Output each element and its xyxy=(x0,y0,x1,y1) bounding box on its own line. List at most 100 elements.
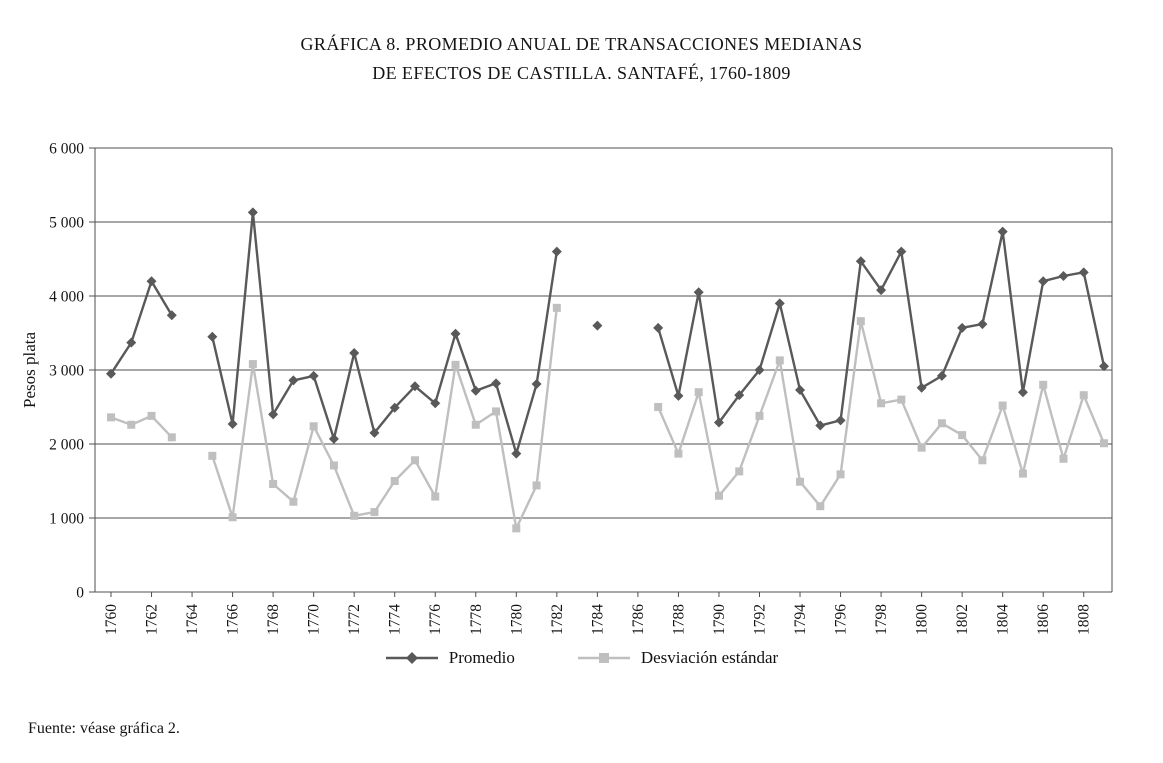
data-point-diamond xyxy=(1099,361,1109,372)
x-tick-label: 1776 xyxy=(427,604,444,635)
data-point-diamond xyxy=(896,246,907,257)
y-tick-label: 3 000 xyxy=(49,363,84,380)
data-point-diamond xyxy=(1038,276,1049,287)
data-point-diamond xyxy=(308,370,319,381)
data-point-diamond xyxy=(349,347,360,358)
y-tick-label: 5 000 xyxy=(49,215,84,232)
data-point-square xyxy=(471,420,480,429)
data-point-square xyxy=(228,513,237,522)
y-tick-label: 1 000 xyxy=(49,511,84,528)
data-point-diamond xyxy=(369,427,380,438)
data-point-diamond xyxy=(551,246,562,257)
data-point-square xyxy=(1039,380,1048,389)
plot-area: 0 1 000 2 000 3 000 4 000 5 000 6 000 1760 1762 1… xyxy=(49,141,1113,635)
data-point-diamond xyxy=(409,381,420,392)
data-point-square xyxy=(1018,469,1027,478)
data-point-diamond xyxy=(1017,387,1028,398)
data-point-diamond xyxy=(774,298,785,309)
data-point-diamond xyxy=(146,276,157,287)
data-point-square xyxy=(694,388,703,397)
data-point-square xyxy=(796,477,805,486)
x-tick-label: 1798 xyxy=(873,604,890,635)
data-point-square xyxy=(329,461,338,470)
data-point-square xyxy=(532,481,541,490)
data-point-square xyxy=(674,449,683,458)
data-point-diamond xyxy=(855,256,866,267)
data-point-diamond xyxy=(997,226,1008,237)
data-point-diamond xyxy=(268,409,279,420)
data-point-square xyxy=(877,399,886,408)
data-point-diamond xyxy=(876,285,887,296)
x-tick-label: 1796 xyxy=(833,604,850,635)
data-point-square xyxy=(937,419,946,428)
legend-label-promedio: Promedio xyxy=(448,648,515,667)
data-point-square xyxy=(1059,454,1068,463)
data-point-square xyxy=(816,502,825,511)
x-tick-label: 1778 xyxy=(468,604,485,635)
data-point-square xyxy=(775,356,784,365)
data-point-square xyxy=(654,403,663,411)
data-point-square xyxy=(451,360,460,369)
data-point-diamond xyxy=(470,385,481,396)
legend-label-desviacion: Desviación estándar xyxy=(640,648,779,667)
data-point-diamond xyxy=(815,420,826,431)
source-note: Fuente: véase gráfica 2. xyxy=(28,720,180,737)
data-point-diamond xyxy=(734,390,745,401)
data-point-diamond xyxy=(430,398,441,409)
x-tick-label: 1794 xyxy=(792,604,809,635)
data-point-square xyxy=(714,491,723,500)
data-point-diamond xyxy=(166,310,177,321)
y-tick-label: 4 000 xyxy=(49,289,84,306)
data-point-square xyxy=(410,456,419,465)
chart-title-line1: GRÁFICA 8. PROMEDIO ANUAL DE TRANSACCION… xyxy=(300,34,863,54)
x-tick-label: 1804 xyxy=(995,604,1012,635)
x-tick-label: 1774 xyxy=(387,604,404,635)
desviacion-line-marker-icon xyxy=(577,653,630,663)
y-tick-label: 6 000 xyxy=(49,141,84,158)
x-tick-label: 1784 xyxy=(589,604,606,635)
data-point-square xyxy=(269,479,278,488)
data-point-square xyxy=(147,411,156,420)
data-point-diamond xyxy=(693,287,704,298)
data-point-diamond xyxy=(1078,267,1089,278)
data-point-square xyxy=(755,411,764,420)
series-line-diamond xyxy=(211,211,558,455)
x-tick-label: 1780 xyxy=(508,604,525,635)
data-point-diamond xyxy=(450,328,461,339)
x-tick-label: 1760 xyxy=(103,604,120,635)
x-tick-label: 1766 xyxy=(225,604,242,635)
data-point-square xyxy=(309,422,318,431)
data-point-square xyxy=(856,317,865,326)
x-tick-label: 1782 xyxy=(549,604,566,635)
chart-title-line2: DE EFECTOS DE CASTILLA. SANTAFÉ, 1760-18… xyxy=(372,63,791,83)
data-point-diamond xyxy=(977,319,988,330)
data-point-square xyxy=(897,395,906,404)
data-point-square xyxy=(370,508,379,517)
data-point-square xyxy=(1100,439,1108,448)
data-point-square xyxy=(836,470,845,479)
x-tick-label: 1770 xyxy=(306,604,323,635)
series-line-diamond xyxy=(657,230,1106,427)
data-point-square xyxy=(978,456,987,465)
data-point-diamond xyxy=(936,370,947,381)
data-point-diamond xyxy=(389,402,400,413)
data-point-square xyxy=(350,511,359,520)
x-tick-label: 1772 xyxy=(346,604,363,635)
x-tick-label: 1790 xyxy=(711,604,728,635)
data-point-square xyxy=(248,360,257,369)
data-point-square xyxy=(735,467,744,476)
data-point-square xyxy=(552,303,561,312)
data-point-square xyxy=(958,431,967,440)
series-line-square xyxy=(211,307,558,530)
data-point-square xyxy=(167,433,176,442)
legend: Promedio Desviación estándar xyxy=(0,648,1163,668)
data-point-square xyxy=(127,420,136,429)
x-tick-label: 1802 xyxy=(954,604,971,635)
data-point-diamond xyxy=(713,417,724,428)
x-tick-label: 1768 xyxy=(265,604,282,635)
data-point-diamond xyxy=(288,375,299,386)
data-point-diamond xyxy=(754,365,765,375)
legend-item-promedio: Promedio xyxy=(385,648,515,668)
x-tick-label: 1806 xyxy=(1035,604,1052,635)
data-point-diamond xyxy=(126,337,137,348)
